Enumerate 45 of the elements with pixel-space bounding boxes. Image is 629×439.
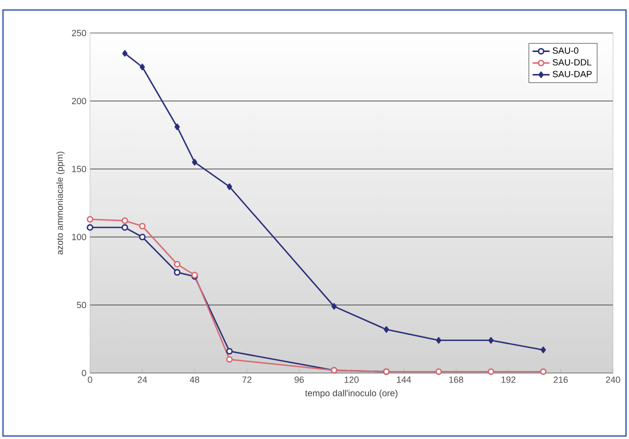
- y-tick-label: 0: [82, 370, 86, 376]
- point: [86, 216, 94, 223]
- legend-label: SAU-0: [552, 47, 578, 54]
- y-tick-label: 50: [76, 302, 86, 308]
- point: [435, 368, 442, 375]
- y-tick-label: 150: [72, 166, 86, 172]
- x-axis-title: tempo dall'inoculo (ore): [305, 390, 398, 398]
- x-tick-label: 192: [502, 376, 516, 383]
- x-tick-label: 0: [88, 376, 92, 383]
- legend-label: SAU-DDL: [552, 59, 592, 66]
- point: [226, 356, 233, 363]
- x-tick-label: 48: [190, 376, 200, 383]
- x-tick-label: 216: [554, 376, 568, 383]
- point: [488, 337, 494, 344]
- point: [139, 234, 146, 240]
- point: [331, 303, 337, 310]
- point: [174, 260, 180, 268]
- x-tick-label: 72: [242, 376, 252, 383]
- point: [122, 217, 128, 224]
- y-tick-label: 100: [72, 234, 86, 240]
- point: [122, 224, 128, 231]
- y-axis-title: azoto ammoniacale (ppm): [56, 152, 65, 254]
- point: [174, 124, 180, 130]
- point: [226, 348, 233, 355]
- point: [436, 337, 442, 344]
- point: [122, 50, 128, 57]
- point: [488, 368, 494, 375]
- point: [540, 368, 547, 375]
- x-tick-label: 240: [606, 376, 620, 383]
- x-tick-label: 24: [138, 376, 148, 383]
- point: [174, 269, 180, 276]
- point: [384, 326, 390, 333]
- x-tick-label: 168: [449, 376, 464, 383]
- point: [139, 222, 146, 230]
- y-tick-label: 250: [72, 30, 86, 36]
- point: [540, 346, 546, 354]
- x-tick-label: 96: [294, 376, 304, 383]
- y-tick-label: 200: [72, 98, 86, 104]
- legend-label: SAU-DAP: [552, 70, 592, 78]
- point: [226, 183, 232, 190]
- x-tick-label: 120: [344, 376, 359, 383]
- point: [192, 158, 198, 166]
- x-tick-label: 144: [397, 376, 412, 383]
- point: [86, 224, 94, 231]
- point: [140, 64, 145, 70]
